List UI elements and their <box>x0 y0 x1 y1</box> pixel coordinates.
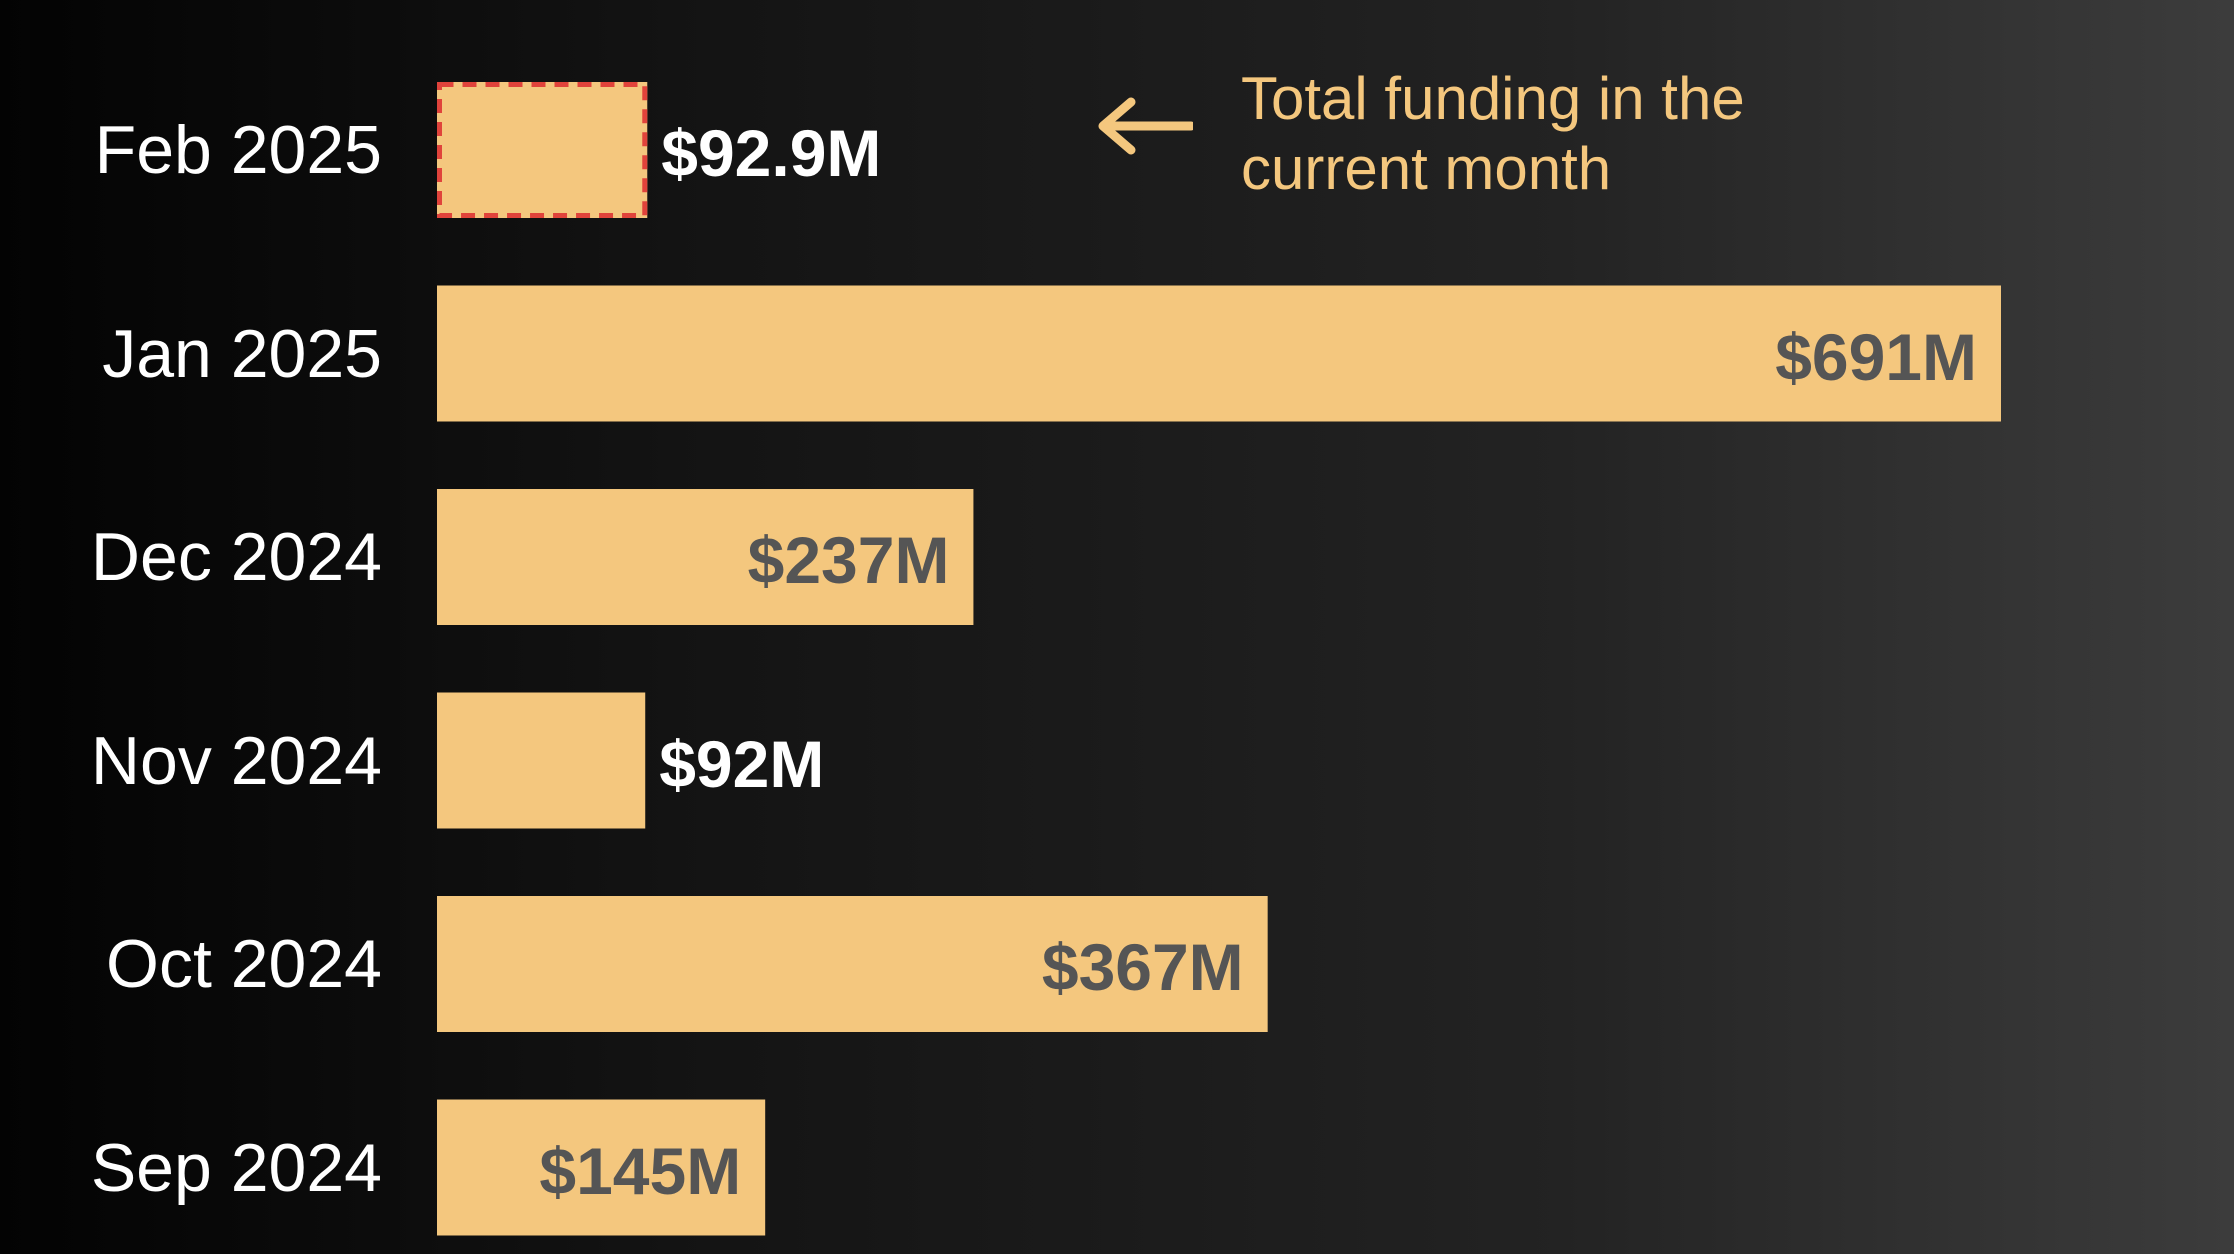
category-label: Jan 2025 <box>102 315 382 392</box>
category-label: Oct 2024 <box>106 926 382 1002</box>
category-label: Dec 2024 <box>90 519 382 595</box>
value-label: $92.9M <box>661 116 882 190</box>
category-label: Nov 2024 <box>90 722 382 799</box>
value-label: $145M <box>539 1133 742 1208</box>
bar-oct-2024 <box>437 896 1268 1032</box>
bar-nov-2024 <box>437 692 646 829</box>
bar-jan-2025 <box>437 285 2001 422</box>
left-arrow-icon <box>1098 97 1193 155</box>
annotation: Total funding in the current month <box>1095 64 1861 204</box>
value-label: $691M <box>1775 319 1977 394</box>
bar-sep-2024 <box>437 1099 766 1236</box>
bar-feb-2025 <box>437 82 648 218</box>
bar-dec-2024 <box>437 489 974 625</box>
value-label: $237M <box>747 523 950 597</box>
annotation-text: Total funding in the current month <box>1241 65 1745 202</box>
category-label: Feb 2025 <box>94 112 382 188</box>
category-label: Sep 2024 <box>90 1129 382 1206</box>
value-label: $367M <box>1041 930 1244 1004</box>
value-label: $92M <box>659 726 825 801</box>
highlight-border <box>437 82 648 218</box>
